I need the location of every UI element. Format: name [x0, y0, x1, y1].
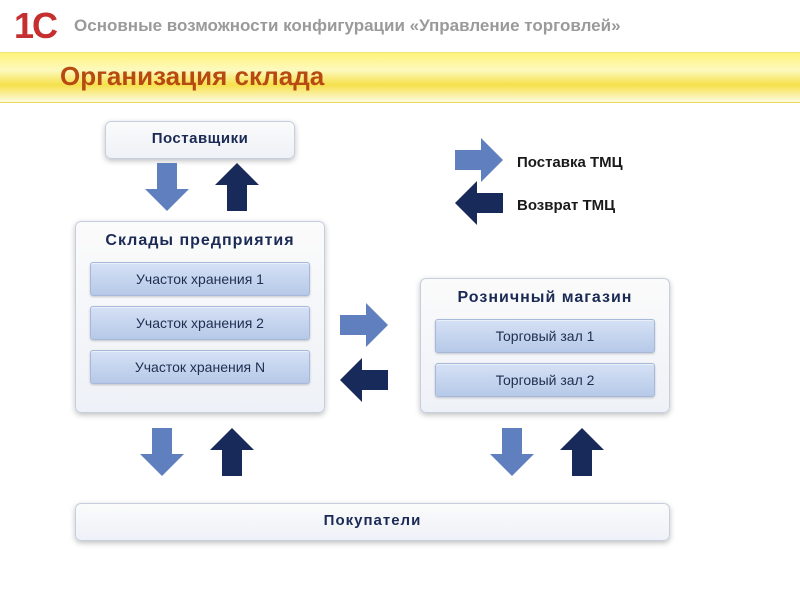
warehouses-label: Склады предприятия — [76, 222, 324, 262]
retail-label: Розничный магазин — [421, 279, 669, 319]
suppliers-block: Поставщики — [105, 121, 295, 159]
buyers-block: Покупатели — [75, 503, 670, 541]
storage-area-2: Участок хранения 2 — [90, 306, 310, 340]
logo-1c: 1C — [14, 8, 56, 44]
arrow-suppliers-to-wh — [145, 163, 189, 216]
arrow-retail-to-wh — [340, 358, 388, 407]
arrow-buyers-to-retail — [560, 428, 604, 481]
arrow-retail-to-buyers — [490, 428, 534, 481]
storage-area-1: Участок хранения 1 — [90, 262, 310, 296]
header-title: Основные возможности конфигурации «Управ… — [74, 16, 621, 36]
suppliers-label: Поставщики — [106, 122, 294, 155]
title-bar: Организация склада — [0, 52, 800, 103]
arrow-wh-to-retail — [340, 303, 388, 352]
legend-arrow-supply — [455, 138, 503, 187]
arrow-buyers-to-wh — [210, 428, 254, 481]
legend-supply: Поставка ТМЦ — [455, 138, 623, 187]
legend-label-supply: Поставка ТМЦ — [517, 154, 623, 171]
legend-label-return: Возврат ТМЦ — [517, 197, 615, 214]
legend-arrow-return — [455, 181, 503, 230]
sales-floor-2: Торговый зал 2 — [435, 363, 655, 397]
storage-area-3: Участок хранения N — [90, 350, 310, 384]
retail-block: Розничный магазинТорговый зал 1 Торговый … — [420, 278, 670, 413]
warehouses-block: Склады предприятияУчасток хранения 1 Учас… — [75, 221, 325, 413]
arrow-wh-to-buyers — [140, 428, 184, 481]
legend-return: Возврат ТМЦ — [455, 181, 615, 230]
arrow-wh-to-suppliers — [215, 163, 259, 216]
sales-floor-1: Торговый зал 1 — [435, 319, 655, 353]
page-title: Организация склада — [60, 61, 800, 92]
diagram-canvas: ПоставщикиСклады предприятияУчасток хран… — [0, 103, 800, 593]
header-bar: 1C Основные возможности конфигурации «Уп… — [0, 0, 800, 46]
